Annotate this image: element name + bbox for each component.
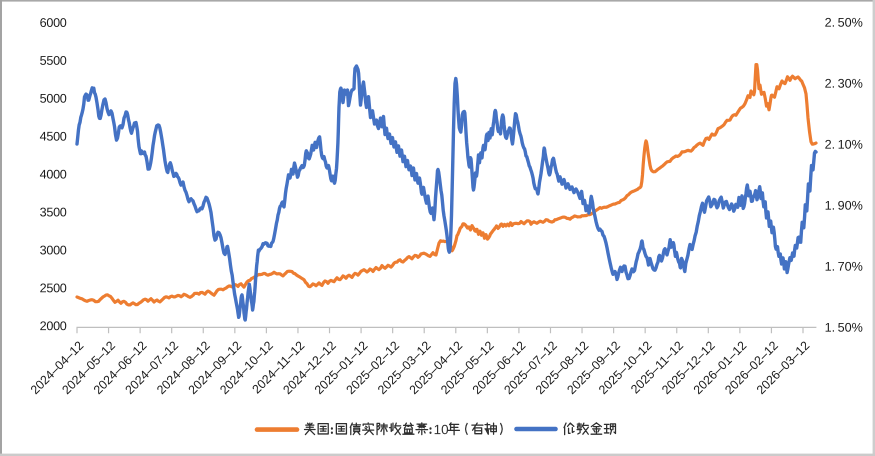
svg-text:2000: 2000: [40, 319, 67, 333]
svg-text:4500: 4500: [40, 130, 67, 144]
svg-text:1. 90%: 1. 90%: [825, 199, 863, 213]
svg-text:10: 10: [434, 422, 449, 437]
svg-text:2. 30%: 2. 30%: [825, 77, 863, 91]
svg-text:6000: 6000: [40, 16, 67, 30]
svg-text:5500: 5500: [40, 54, 67, 68]
svg-text:3000: 3000: [40, 243, 67, 257]
svg-text:2. 50%: 2. 50%: [825, 16, 863, 30]
svg-text:1. 70%: 1. 70%: [825, 260, 863, 274]
svg-text:2500: 2500: [40, 281, 67, 295]
svg-text:4000: 4000: [40, 167, 67, 181]
svg-text:5000: 5000: [40, 92, 67, 106]
svg-text:3500: 3500: [40, 205, 67, 219]
svg-text:2. 10%: 2. 10%: [825, 138, 863, 152]
svg-text:1. 50%: 1. 50%: [825, 321, 863, 335]
